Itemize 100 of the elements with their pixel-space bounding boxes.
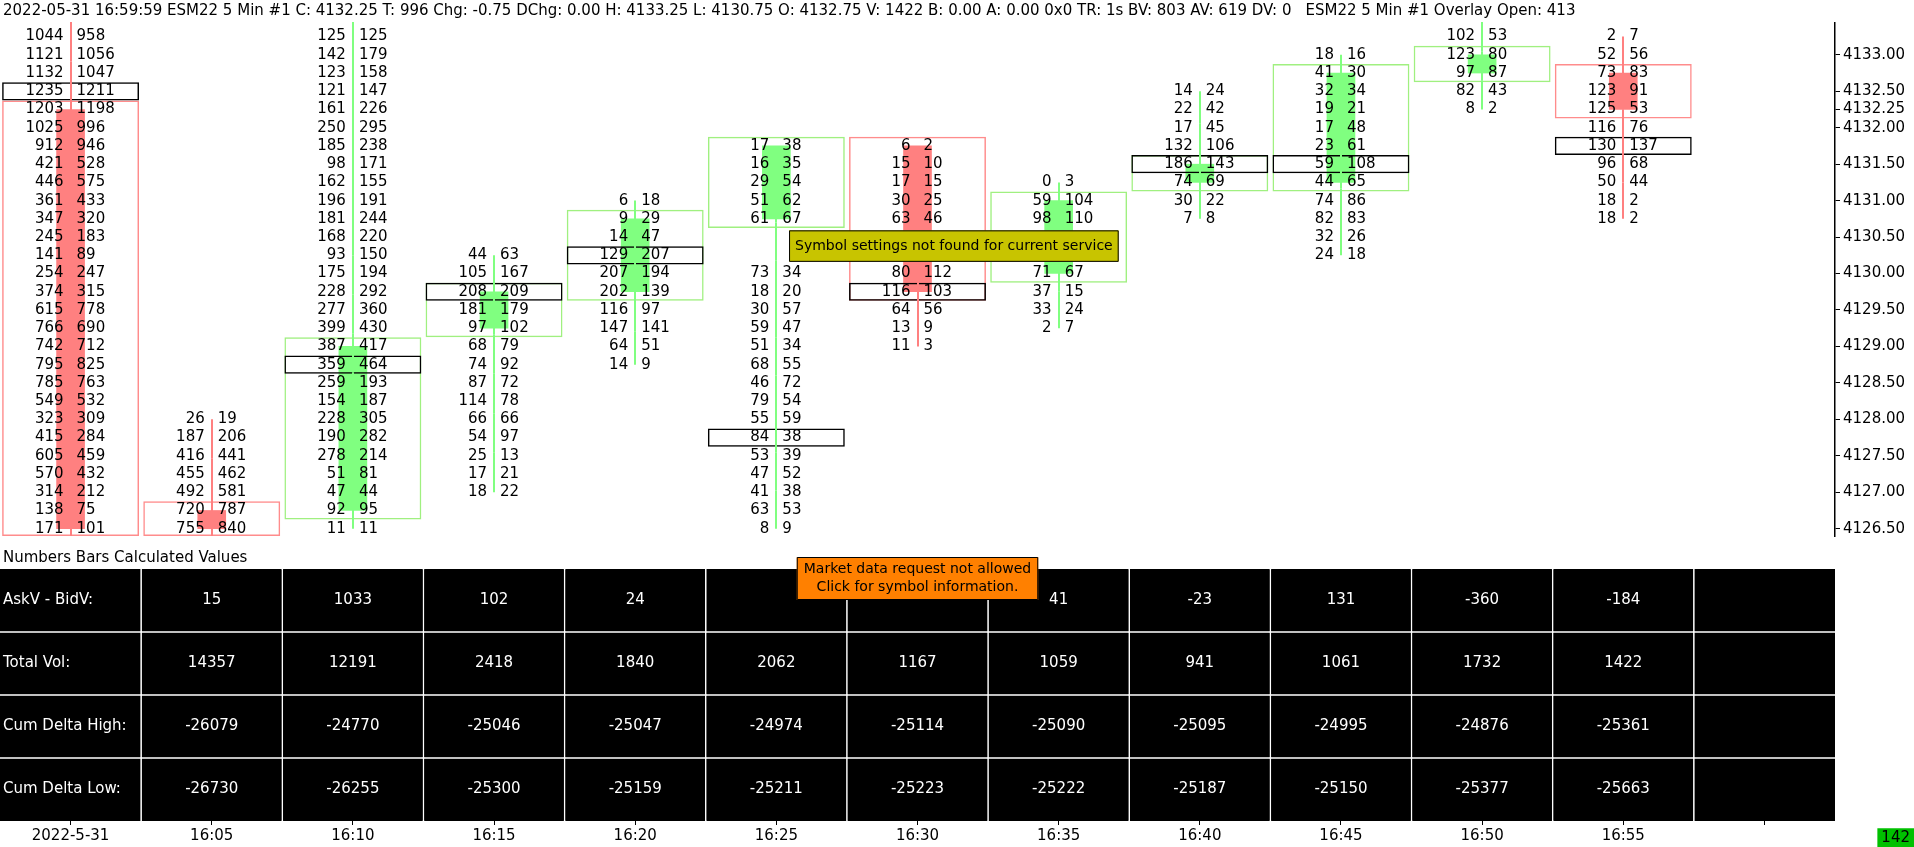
annotation: 97 — [467, 318, 488, 337]
annotation: 13 — [891, 318, 911, 337]
annotation: 2 — [1042, 318, 1052, 337]
annotation: 74 — [1173, 172, 1193, 191]
annotation: 8 — [1205, 208, 1216, 227]
data-label: -25047 — [608, 716, 662, 735]
annotation: 72 — [782, 372, 802, 391]
annotation: 105 — [458, 263, 488, 282]
y-tick-label: 4127.50 — [1843, 445, 1906, 464]
annotation: 181 — [317, 208, 346, 227]
annotation: 30 — [1346, 62, 1367, 81]
annotation: 18 — [467, 482, 488, 501]
annotation: 62 — [782, 190, 802, 209]
annotation: 53 — [1629, 99, 1649, 118]
annotation: 21 — [500, 463, 520, 482]
annotation: 54 — [782, 172, 802, 191]
annotation: 9 — [782, 518, 792, 537]
text: 142 — [1881, 827, 1911, 846]
data-label: -25114 — [890, 716, 945, 735]
annotation: 38 — [782, 482, 802, 501]
annotation: 139 — [641, 281, 670, 300]
annotation: 191 — [358, 190, 388, 209]
annotation: 45 — [1205, 117, 1225, 136]
annotation: 7 — [1183, 208, 1193, 227]
annotation: 121 — [317, 81, 346, 100]
annotation: 59 — [1314, 154, 1334, 173]
y-tick-label: 4131.50 — [1843, 154, 1906, 173]
annotation: 125 — [317, 26, 346, 45]
annotation: 44 — [467, 245, 488, 264]
data-label: 1167 — [898, 653, 937, 672]
x-tick-label: 16:35 — [1037, 825, 1081, 844]
annotation: 259 — [317, 372, 346, 391]
annotation: 26 — [185, 409, 205, 428]
annotation: 32 — [1314, 226, 1334, 245]
annotation: 102 — [1446, 26, 1476, 45]
annotation: 360 — [358, 299, 388, 318]
annotation: 196 — [317, 190, 346, 209]
data-label: -25046 — [467, 716, 521, 735]
annotation: 108 — [1346, 154, 1376, 173]
annotation: 67 — [1064, 263, 1084, 282]
annotation: 2 — [923, 135, 934, 154]
annotation: 1121 — [25, 44, 64, 63]
annotation: 72 — [500, 372, 520, 391]
annotation: 61 — [750, 208, 770, 227]
annotation: 80 — [891, 263, 911, 282]
data-label: 12191 — [329, 653, 377, 672]
x-tick-label: 16:50 — [1460, 825, 1504, 844]
annotation: 56 — [923, 299, 943, 318]
annotation: 278 — [317, 445, 346, 464]
y-tick-label: AskV - BidV: — [3, 590, 94, 609]
chart-title: 2022-05-31 16:59:59 ESM22 5 Min #1 C: 4132.25 T: 996 Chg: -0.75 DChg: 0.00 H: 4133.25 L: 4130.75 O: 4132.75 V: 1422 B: 0.00 A: 0.00 0x0 TR: 1s BV: 803 AV: 619 DV: 0 — [3, 0, 1292, 19]
annotation: 194 — [358, 263, 388, 282]
annotation: 46 — [923, 208, 943, 227]
annotation: 59 — [1032, 190, 1052, 209]
annotation: 244 — [358, 208, 388, 227]
annotation: 193 — [358, 372, 388, 391]
annotation: 132 — [1164, 135, 1193, 154]
annotation: 57 — [782, 299, 802, 318]
annotation: 18 — [641, 190, 661, 209]
annotation: 83 — [1346, 208, 1367, 227]
annotation: 59 — [750, 318, 770, 337]
annotation: 387 — [317, 336, 346, 355]
annotation: 185 — [317, 135, 346, 154]
annotation: 19 — [1314, 99, 1334, 118]
annotation: 79 — [500, 336, 520, 355]
annotation: 238 — [358, 135, 388, 154]
x-tick-label: 16:45 — [1319, 825, 1363, 844]
annotation: 1047 — [76, 62, 115, 81]
x-tick-label: 16:55 — [1601, 825, 1645, 844]
data-label: -24770 — [326, 716, 380, 735]
annotation: 39 — [782, 445, 802, 464]
data-label: 41 — [1049, 590, 1069, 609]
annotation: 53 — [750, 445, 770, 464]
annotation: 19 — [217, 409, 237, 428]
annotation: 441 — [217, 445, 247, 464]
annotation: 68 — [1629, 154, 1649, 173]
annotation: 147 — [358, 81, 388, 100]
annotation: 137 — [1629, 135, 1658, 154]
annotation: 11 — [358, 518, 378, 537]
annotation: 6 — [618, 190, 629, 209]
annotation: 430 — [358, 318, 388, 337]
annotation: 9 — [618, 208, 629, 227]
annotation: 47 — [782, 318, 802, 337]
annotation: 14 — [609, 226, 629, 245]
annotation: 64 — [609, 336, 629, 355]
data-label: -25377 — [1455, 779, 1509, 798]
annotation: 43 — [1488, 81, 1508, 100]
annotation: 250 — [317, 117, 346, 136]
annotation: 292 — [358, 281, 388, 300]
data-label: 2062 — [757, 653, 796, 672]
y-tick-label: 4132.25 — [1843, 99, 1906, 118]
annotation: 208 — [458, 281, 488, 300]
annotation: 214 — [358, 445, 388, 464]
annotation: 53 — [782, 500, 802, 519]
annotation: 417 — [358, 336, 388, 355]
data-label: 102 — [479, 590, 509, 609]
annotation: 73 — [750, 263, 770, 282]
annotation: 82 — [1314, 208, 1334, 227]
annotation: 87 — [467, 372, 488, 391]
annotation: 97 — [641, 299, 661, 318]
